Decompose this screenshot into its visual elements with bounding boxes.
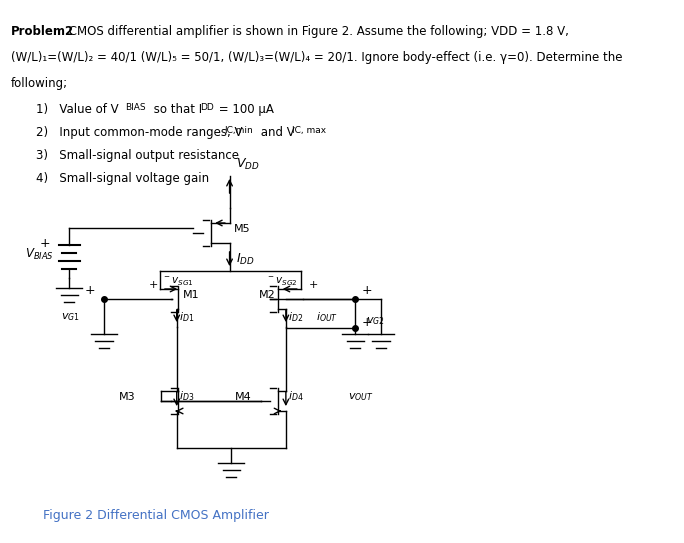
Text: $v_{OUT}$: $v_{OUT}$ bbox=[348, 391, 374, 403]
Text: 3)   Small-signal output resistance: 3) Small-signal output resistance bbox=[36, 149, 239, 162]
Text: IC,min: IC,min bbox=[224, 126, 253, 135]
Text: following;: following; bbox=[11, 77, 68, 90]
Text: Figure 2 Differential CMOS Amplifier: Figure 2 Differential CMOS Amplifier bbox=[43, 508, 269, 521]
Text: = 100 μA: = 100 μA bbox=[215, 103, 274, 116]
Text: 4)   Small-signal voltage gain: 4) Small-signal voltage gain bbox=[36, 172, 209, 185]
Text: $v_{G2}$: $v_{G2}$ bbox=[365, 315, 384, 327]
Text: M3: M3 bbox=[118, 392, 135, 402]
Text: $i_{D1}$: $i_{D1}$ bbox=[179, 310, 195, 324]
Text: Problem2: Problem2 bbox=[11, 25, 75, 38]
Text: 1)   Value of V: 1) Value of V bbox=[36, 103, 119, 116]
Text: $i_{D2}$: $i_{D2}$ bbox=[289, 310, 304, 324]
Text: DD: DD bbox=[200, 103, 214, 112]
Text: $i_{OUT}$: $i_{OUT}$ bbox=[316, 310, 339, 324]
Text: CMOS differential amplifier is shown in Figure 2. Assume the following; VDD = 1.: CMOS differential amplifier is shown in … bbox=[65, 25, 569, 38]
Text: IC, max: IC, max bbox=[292, 126, 326, 135]
Text: M1: M1 bbox=[183, 290, 200, 300]
Text: +: + bbox=[40, 237, 51, 249]
Text: +: + bbox=[308, 280, 318, 290]
Text: 2)   Input common-mode ranges, V: 2) Input common-mode ranges, V bbox=[36, 126, 243, 139]
Text: $^-v_{SG2}$: $^-v_{SG2}$ bbox=[265, 275, 297, 288]
Text: $i_{D4}$: $i_{D4}$ bbox=[289, 389, 304, 403]
Text: $i_{D3}$: $i_{D3}$ bbox=[179, 389, 195, 403]
Text: $V_{DD}$: $V_{DD}$ bbox=[237, 156, 260, 172]
Text: $v_{G1}$: $v_{G1}$ bbox=[61, 311, 80, 323]
Text: +: + bbox=[85, 285, 95, 298]
Text: M5: M5 bbox=[234, 224, 250, 234]
Text: +: + bbox=[149, 280, 159, 290]
Text: BIAS: BIAS bbox=[126, 103, 146, 112]
Text: M2: M2 bbox=[259, 290, 276, 300]
Text: $V_{BIAS}$: $V_{BIAS}$ bbox=[25, 247, 54, 262]
Text: M4: M4 bbox=[235, 392, 252, 402]
Text: and V: and V bbox=[257, 126, 295, 139]
Text: $I_{DD}$: $I_{DD}$ bbox=[235, 251, 254, 267]
Text: (W/L)₁=(W/L)₂ = 40/1 (W/L)₅ = 50/1, (W/L)₃=(W/L)₄ = 20/1. Ignore body-effect (i.: (W/L)₁=(W/L)₂ = 40/1 (W/L)₅ = 50/1, (W/L… bbox=[11, 51, 622, 64]
Text: +: + bbox=[362, 315, 373, 329]
Text: $^-v_{SG1}$: $^-v_{SG1}$ bbox=[162, 275, 194, 288]
Text: so that I: so that I bbox=[150, 103, 202, 116]
Text: +: + bbox=[362, 285, 373, 298]
